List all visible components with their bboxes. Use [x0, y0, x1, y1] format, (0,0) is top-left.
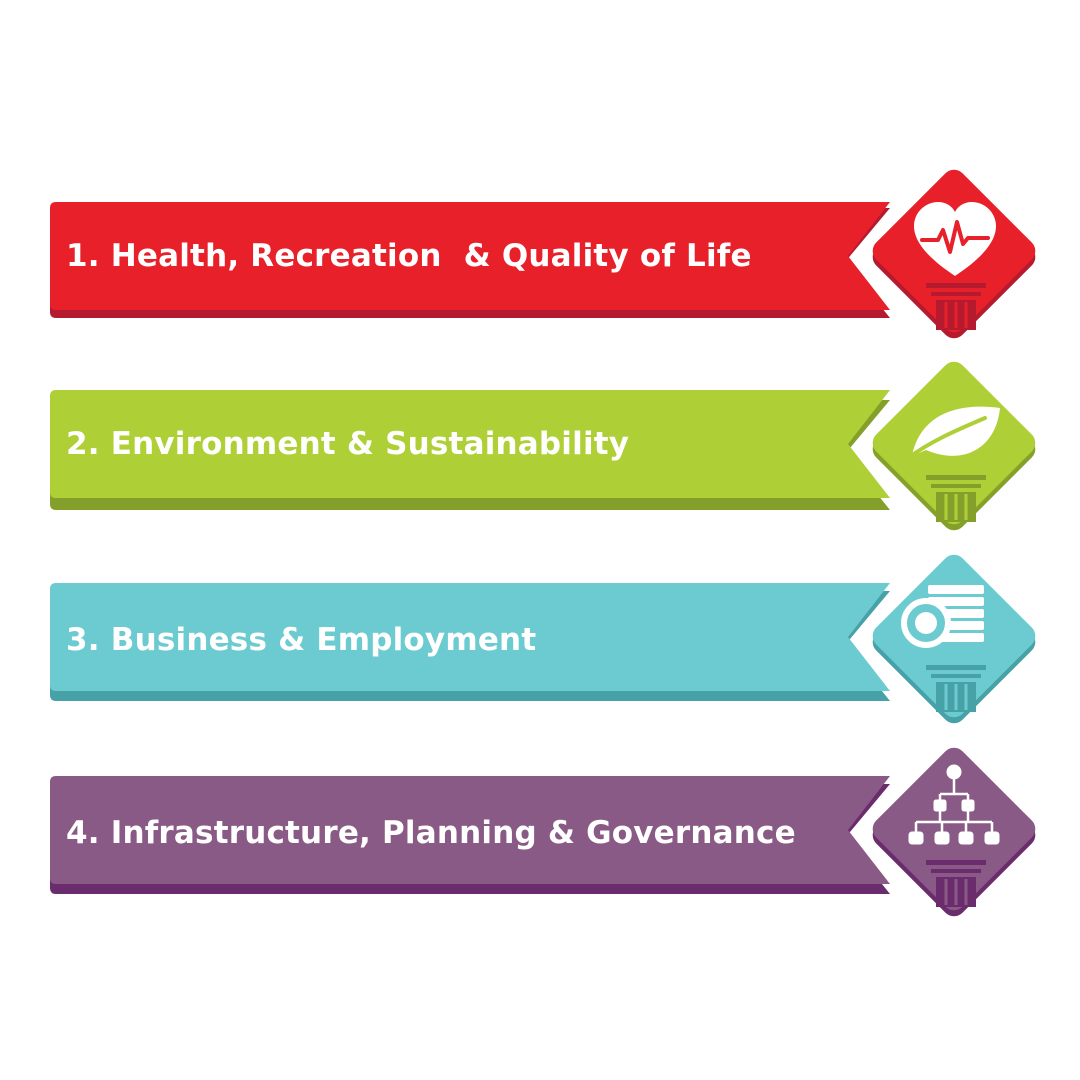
- pillar-label: 1. Health, Recreation & Quality of Life: [66, 238, 752, 274]
- pillar-banner: [50, 169, 1036, 339]
- pillar-label: 3. Business & Employment: [66, 622, 537, 658]
- pillar-banner: [50, 747, 1036, 917]
- pillar-label: 2. Environment & Sustainability: [66, 426, 630, 462]
- pillar-label: 4. Infrastructure, Planning & Governance: [66, 815, 796, 851]
- coins-icon: [901, 585, 984, 648]
- heart-pulse-icon: [914, 202, 996, 276]
- leaf-icon: [906, 406, 1000, 460]
- pillar-banner: [50, 554, 1036, 724]
- org-chart-icon: [908, 764, 1000, 845]
- pillar-banner: [50, 361, 1036, 531]
